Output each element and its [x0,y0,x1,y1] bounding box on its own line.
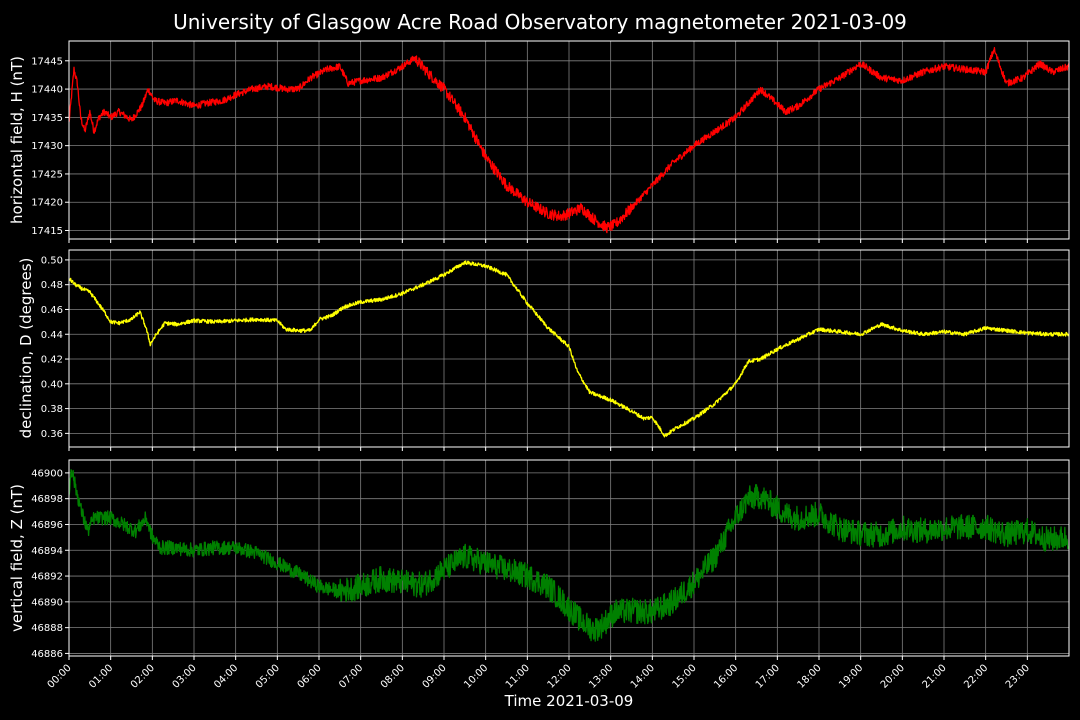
panel-vertical-field: vertical field, Z (nT) 46886 46888 46890 46… [8,459,1070,660]
axes-frame [68,459,1070,657]
y-tick-label: 17430 [31,141,63,152]
y-tick-label: 17425 [31,169,63,180]
y-tick-label: 17435 [31,113,63,124]
panel-horizontal-field: horizontal field, H (nT) 17415 17420 17425… [8,40,1070,243]
y-tick-label: 46900 [31,468,63,479]
y-tick-label: 17415 [31,226,63,237]
y-tick-label: 46896 [31,520,63,531]
y-tick-label: 46886 [31,649,63,660]
y-tick-label: 0.36 [41,429,63,440]
y-tick-label: 46894 [31,546,63,557]
axes-frame [68,249,1070,448]
y-tick-label: 0.40 [41,379,63,390]
y-tick-label: 0.44 [41,330,63,341]
y-axis-label-z: vertical field, Z (nT) [8,484,26,632]
y-axis-label-d: declination, D (degrees) [17,258,35,439]
panel-declination: declination, D (degrees) 0.36 0.38 0.40 0.4… [17,249,1070,451]
y-tick-label: 46898 [31,494,63,505]
x-axis-label: Time 2021-03-09 [504,692,634,710]
chart-title: University of Glasgow Acre Road Observat… [173,10,907,34]
y-tick-label: 17420 [31,198,63,209]
y-tick-label: 0.42 [41,355,63,366]
y-tick-label: 0.38 [41,404,63,415]
series-line-d [68,260,1070,438]
y-tick-label: 17445 [31,56,63,67]
y-axis-label-h: horizontal field, H (nT) [8,56,26,224]
y-tick-label: 46892 [31,572,63,583]
series-line-h [68,47,1070,234]
y-tick-label: 0.48 [41,280,63,291]
y-tick-label: 17440 [31,85,63,96]
series-line-z [68,469,1070,642]
y-tick-label: 46890 [31,597,63,608]
y-tick-label: 46888 [31,623,63,634]
y-tick-label: 0.50 [41,255,63,266]
y-tick-label: 0.46 [41,305,63,316]
axes-frame [68,40,1070,240]
